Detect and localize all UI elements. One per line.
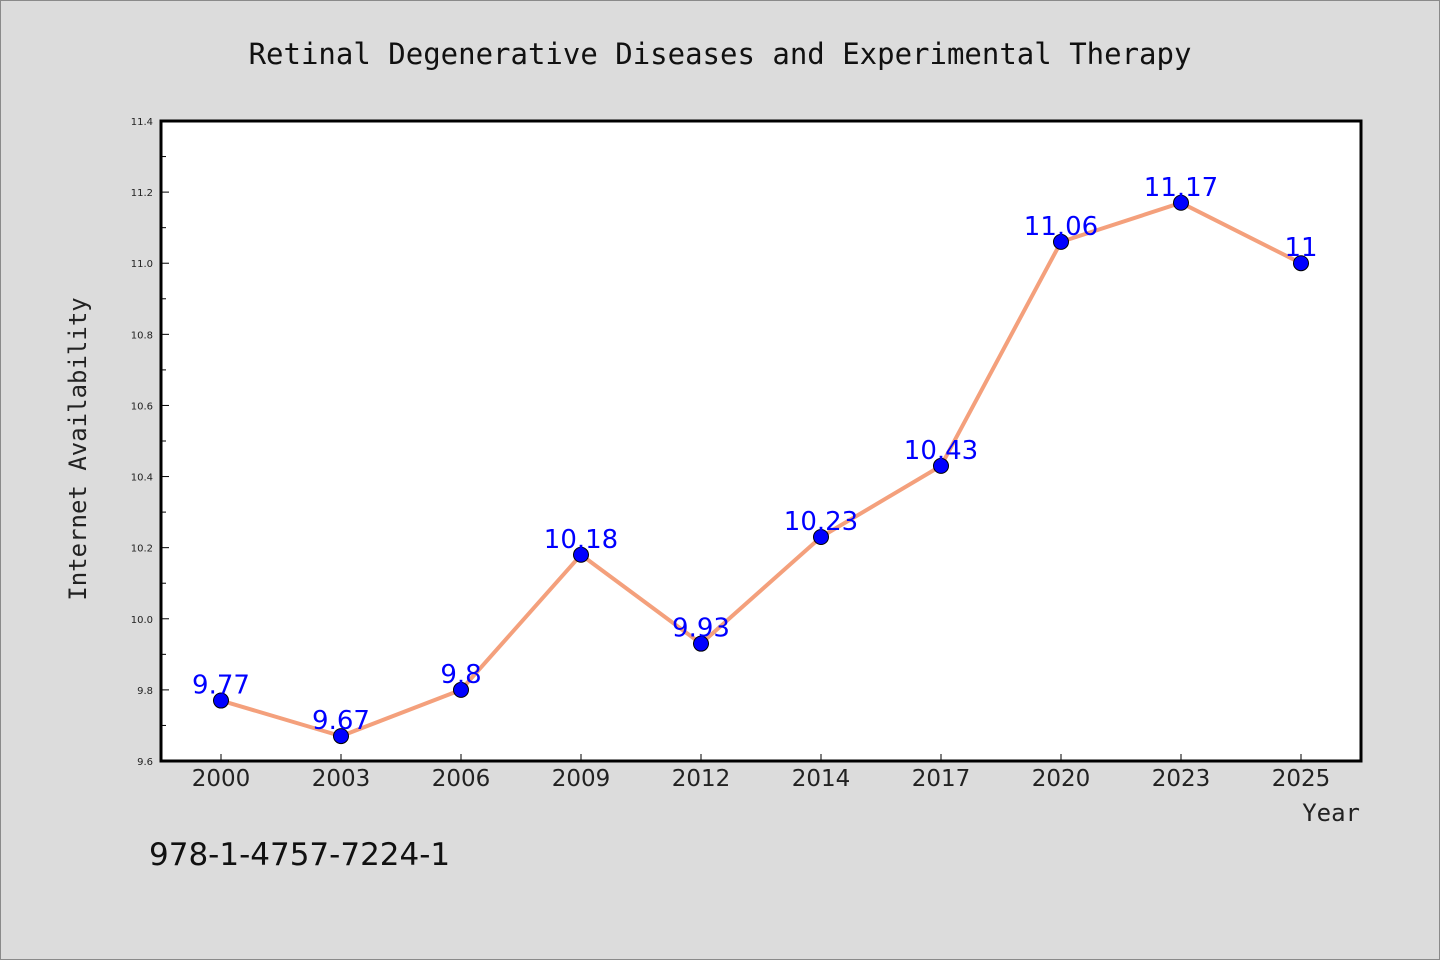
y-tick-label: 9.6 [137,757,153,768]
x-tick-label: 2009 [552,766,611,792]
y-tick-label: 11.4 [131,117,153,128]
x-axis: 2000 2003 2006 2009 2012 2014 2017 2020 2023 2025 [192,754,1331,792]
data-label: 9.8 [440,660,481,690]
series-line [220,200,1302,739]
data-point [1053,233,1069,250]
y-axis: 9.6 9.8 10.0 10.2 10.4 10.6 10.8 11.0 11.2 11.4 [131,117,169,768]
x-tick-label: 2014 [792,766,851,792]
x-tick-label: 2003 [312,766,371,792]
y-tick-label: 11.2 [131,188,153,199]
data-label: 11.06 [1024,212,1098,242]
y-tick-label: 10.2 [131,544,153,555]
data-label: 9.77 [192,671,250,701]
data-point [213,692,229,709]
data-point [1293,255,1309,272]
y-tick-label: 10.4 [131,473,153,484]
x-tick-label: 2017 [912,766,971,792]
y-tick-label: 10.0 [131,615,153,626]
data-point [453,681,469,698]
y-tick-label: 10.8 [131,330,153,341]
plot-area [159,119,1363,763]
x-axis-label: Year [1302,799,1360,827]
y-tick-label: 10.6 [131,401,153,412]
data-label: 9.93 [672,614,730,644]
data-labels: 9.77 9.67 9.8 10.18 9.93 10.23 10.43 11.06 11.17… [192,173,1317,736]
data-point [573,546,589,563]
x-tick-label: 2020 [1032,766,1091,792]
x-tick-label: 2006 [432,766,491,792]
data-markers [213,194,1309,745]
data-label: 11 [1284,233,1317,263]
y-tick-label: 11.0 [131,259,153,270]
data-label: 11.17 [1144,173,1218,203]
y-axis-label: Internet Availability [64,297,92,600]
data-point [933,457,949,474]
isbn-text: 978-1-4757-7224-1 [149,837,450,873]
data-label: 9.67 [312,706,370,736]
data-label: 10.18 [544,525,618,555]
data-point [333,728,349,745]
data-point [693,635,709,652]
data-label: 10.23 [784,507,858,537]
y-tick-label: 9.8 [137,686,153,697]
x-tick-label: 2023 [1152,766,1211,792]
x-tick-label: 2012 [672,766,731,792]
chart-title: Retinal Degenerative Diseases and Experi… [249,37,1192,71]
data-label: 10.43 [904,436,978,466]
data-point [813,529,829,545]
x-tick-label: 2000 [192,766,251,792]
data-point [1173,194,1189,211]
x-tick-label: 2025 [1272,766,1331,792]
